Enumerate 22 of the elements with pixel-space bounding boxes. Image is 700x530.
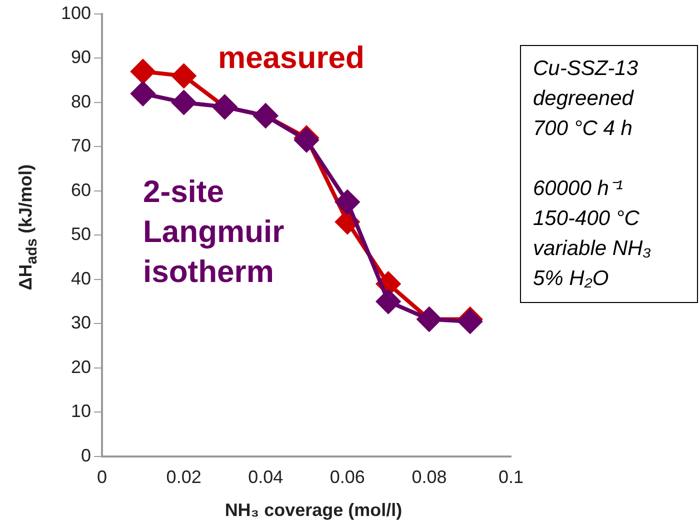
y-tick-label: 50	[71, 224, 92, 244]
y-tick-label: 20	[71, 356, 92, 377]
series-label: 2-site Langmuir isotherm	[143, 173, 286, 291]
y-tick-label: 30	[71, 312, 92, 333]
y-tick-label: 10	[71, 401, 92, 422]
x-axis-title: NH₃ coverage (mol/l)	[224, 500, 404, 521]
x-tick-label: 0.06	[330, 467, 365, 488]
text: 60000 h⁻¹ 150-400 °C variable NH₃ 5% H₂O	[533, 176, 652, 292]
y-tick-label: 60	[71, 180, 92, 200]
x-tick-label: 0.04	[248, 467, 284, 488]
series-label: measured	[218, 39, 366, 77]
text: Cu-SSZ-13 degreened 700 °C 4 h	[533, 56, 640, 142]
y-tick-label: 90	[71, 47, 92, 68]
x-tick-label: 0.02	[166, 467, 202, 488]
x-tick-label: 0.08	[412, 467, 447, 488]
y-tick-label: 100	[60, 2, 92, 23]
y-tick-label: 80	[71, 91, 92, 112]
y-tick-label: 70	[71, 136, 92, 156]
y-tick-label: 40	[71, 268, 92, 288]
x-tick-label: 0.1	[498, 467, 524, 488]
y-tick-label: 0	[81, 445, 92, 466]
x-tick-label: 0	[97, 467, 108, 488]
